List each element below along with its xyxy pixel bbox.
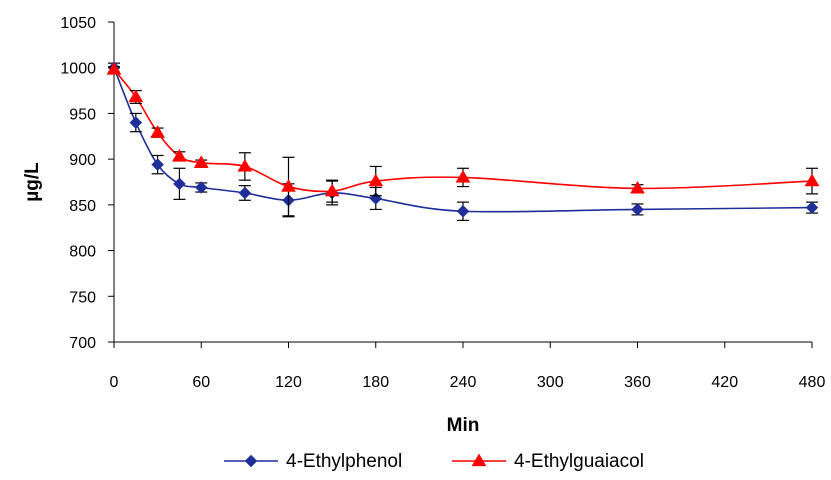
x-tick-label: 360 [624,374,651,391]
data-point [193,155,209,168]
y-tick-label: 950 [69,106,96,123]
legend-item: 4-Ethylphenol [224,451,402,472]
y-tick-label: 1000 [60,61,96,78]
data-point [281,179,296,192]
data-point [238,186,252,200]
legend-marker [244,454,258,468]
y-tick-label: 900 [69,152,96,169]
legend-item: 4-Ethylguaiacol [452,451,644,472]
data-point [631,203,644,216]
x-tick-label: 420 [711,374,738,391]
data-point [237,158,253,172]
y-tick-label: 850 [69,198,96,215]
x-tick-label: 300 [537,374,564,391]
y-tick-label: 750 [69,289,96,306]
x-tick-label: 480 [799,374,826,391]
data-point [324,183,340,197]
data-point [804,173,820,187]
legend-label: 4-Ethylguaiacol [514,451,644,472]
legend: 4-Ethylphenol 4-Ethylguaiacol [224,451,644,472]
x-axis-title: Min [447,415,480,436]
series-4-ethylphenol [107,61,819,221]
data-point [106,62,122,75]
data-point [128,89,144,103]
data-point [150,125,166,138]
data-point [455,169,471,183]
data-point [630,180,645,194]
legend-label: 4-Ethylphenol [286,451,402,472]
plot-area: 0 60 120 180 240 300 360 420 480 700 750 800 850 900… [60,15,825,391]
x-tick-label: 0 [110,374,119,391]
series-4-ethylguaiacol [106,62,820,217]
data-point [368,173,384,187]
x-tick-label: 60 [192,374,210,391]
legend-marker [471,453,487,467]
data-point [194,181,208,194]
x-axis-ticks: 0 60 120 180 240 300 360 420 480 [110,342,826,391]
data-point [456,204,470,218]
x-tick-label: 120 [275,374,302,391]
y-tick-label: 800 [69,244,96,261]
data-point [151,158,164,171]
y-tick-label: 1050 [60,15,96,32]
x-tick-label: 240 [450,374,477,391]
series-layer [106,61,820,221]
y-axis-ticks: 700 750 800 850 900 950 1000 1050 [60,15,114,352]
data-point [805,201,819,214]
y-tick-label: 700 [69,335,96,352]
series-line [113,67,813,213]
data-point [129,116,143,129]
data-point [173,177,186,191]
data-point [172,148,187,162]
y-axis-title: µg/L [22,162,43,202]
x-tick-label: 180 [362,374,389,391]
